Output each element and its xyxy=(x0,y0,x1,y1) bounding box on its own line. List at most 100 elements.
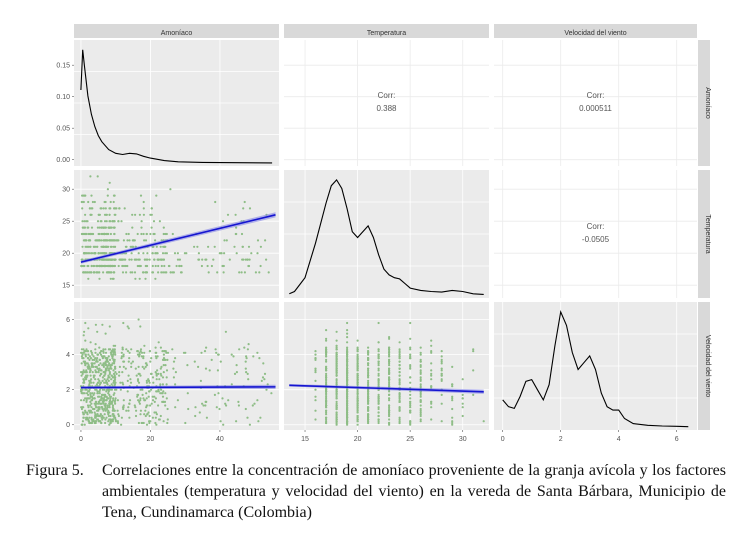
scatter-point xyxy=(104,409,107,412)
scatter-point xyxy=(151,264,154,268)
scatter-point xyxy=(250,252,253,255)
scatter-point xyxy=(346,362,349,365)
x-tick-label-viento: 6 xyxy=(675,436,679,443)
strip-label-viento: Velocidad del viento xyxy=(564,30,626,37)
scatter-point xyxy=(430,344,433,347)
scatter-point xyxy=(367,381,370,384)
scatter-point xyxy=(259,264,262,268)
scatter-point xyxy=(197,252,200,255)
scatter-point xyxy=(107,392,110,395)
scatter-point xyxy=(254,271,257,274)
scatter-point xyxy=(166,407,169,411)
scatter-point xyxy=(108,213,111,216)
scatter-point xyxy=(335,379,338,382)
scatter-point xyxy=(377,414,380,418)
scatter-point xyxy=(122,239,125,242)
scatter-point xyxy=(165,232,168,236)
scatter-point xyxy=(237,404,240,407)
scatter-point xyxy=(102,271,105,274)
scatter-point xyxy=(166,421,169,425)
scatter-point xyxy=(221,264,224,268)
scatter-point xyxy=(89,175,92,178)
scatter-point xyxy=(139,325,142,328)
scatter-point xyxy=(143,239,146,242)
scatter-point xyxy=(158,220,161,223)
scatter-point xyxy=(134,277,137,280)
scatter-point xyxy=(256,239,260,242)
scatter-point xyxy=(108,207,111,210)
scatter-point xyxy=(204,367,208,370)
scatter-point xyxy=(153,258,156,261)
scatter-point xyxy=(112,381,115,384)
scatter-point xyxy=(104,207,107,210)
scatter-point xyxy=(346,421,349,425)
scatter-point xyxy=(112,399,115,402)
scatter-point xyxy=(84,213,87,216)
scatter-point xyxy=(109,277,112,280)
scatter-point xyxy=(157,271,160,274)
scatter-point xyxy=(81,371,84,374)
scatter-point xyxy=(122,406,125,409)
scatter-point xyxy=(388,411,391,414)
scatter-point xyxy=(356,393,359,396)
scatter-point xyxy=(102,371,105,374)
scatter-point xyxy=(335,406,338,409)
scatter-point xyxy=(335,369,338,372)
strip-right-amoniaco xyxy=(698,40,710,166)
scatter-point xyxy=(346,336,349,339)
scatter-point xyxy=(110,400,113,403)
scatter-point xyxy=(430,350,433,353)
scatter-point xyxy=(97,364,100,367)
scatter-point xyxy=(162,371,165,374)
scatter-point xyxy=(451,385,454,388)
scatter-point xyxy=(314,369,317,372)
scatter-point xyxy=(335,346,338,349)
scatter-point xyxy=(127,406,130,409)
scatter-point xyxy=(154,355,157,358)
scatter-point xyxy=(409,411,412,414)
panel-amoniaco-temperatura xyxy=(284,40,489,166)
scatter-point xyxy=(172,271,175,274)
scatter-point xyxy=(106,404,109,407)
scatter-point xyxy=(96,418,99,421)
scatter-point xyxy=(430,385,433,388)
scatter-point xyxy=(356,392,359,395)
scatter-point xyxy=(94,414,97,418)
scatter-point xyxy=(109,414,112,418)
scatter-point xyxy=(143,399,147,402)
scatter-point xyxy=(325,393,328,396)
scatter-point xyxy=(118,374,121,377)
scatter-point xyxy=(162,390,165,393)
scatter-point xyxy=(159,372,162,375)
scatter-point xyxy=(377,360,380,363)
scatter-point xyxy=(93,392,96,395)
scatter-point xyxy=(142,213,145,216)
scatter-point xyxy=(356,339,359,342)
scatter-point xyxy=(162,271,165,274)
scatter-point xyxy=(91,392,94,395)
scatter-point xyxy=(103,239,106,242)
scatter-point xyxy=(125,409,128,412)
scatter-point xyxy=(176,258,180,261)
scatter-point xyxy=(105,213,108,216)
scatter-point xyxy=(346,378,349,381)
scatter-point xyxy=(346,414,349,418)
scatter-point xyxy=(103,226,106,229)
scatter-point xyxy=(122,365,125,368)
scatter-point xyxy=(335,395,338,398)
scatter-point xyxy=(103,258,106,261)
scatter-point xyxy=(90,226,94,229)
strip-top-viento xyxy=(494,24,697,38)
scatter-point xyxy=(102,416,105,419)
scatter-point xyxy=(81,245,84,248)
x-tick-label-temperatura: 30 xyxy=(459,436,467,443)
scatter-point xyxy=(248,423,251,426)
y-tick-label-amoniaco: 0.00 xyxy=(56,157,70,164)
scatter-point xyxy=(155,194,158,197)
scatter-point xyxy=(243,200,246,204)
scatter-point xyxy=(160,264,163,268)
scatter-point xyxy=(96,367,99,370)
scatter-point xyxy=(103,252,106,255)
scatter-point xyxy=(172,376,175,379)
scatter-point xyxy=(105,381,109,384)
